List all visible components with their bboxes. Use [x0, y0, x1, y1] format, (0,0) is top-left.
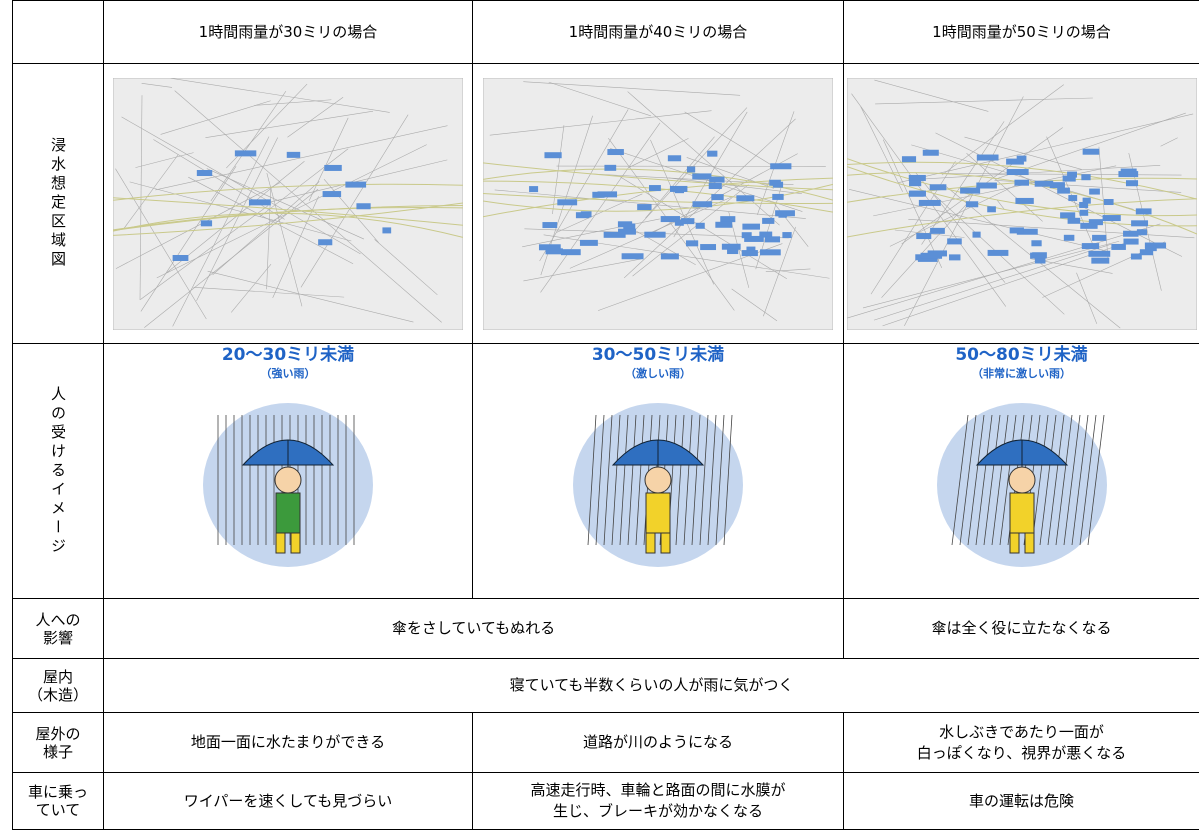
image-cell: 30～50ミリ未満 （激しい雨） — [472, 343, 844, 599]
flood-map — [846, 77, 1197, 330]
header-cell: 1時間雨量が40ミリの場合 — [472, 0, 844, 64]
map-cell — [472, 63, 844, 344]
image-cell: 20～30ミリ未満 （強い雨） — [103, 343, 473, 599]
header-row: 1時間雨量が30ミリの場合 1時間雨量が40ミリの場合 1時間雨量が50ミリの場… — [12, 0, 1199, 64]
row-label: 浸水想定区域図 — [12, 63, 104, 344]
image-row: 人の受けるイメージ 20～30ミリ未満 （強い雨） 30～50ミリ未満 （激しい雨）… — [12, 343, 1199, 599]
cell: 水しぶきであたり一面が 白っぽくなり、視界が悪くなる — [843, 712, 1199, 773]
cell: 道路が川のようになる — [472, 712, 844, 773]
rain-amount: 50～80ミリ未満 — [955, 345, 1088, 365]
label-text: 人の受けるイメージ — [49, 385, 67, 557]
rain-desc: （非常に激しい雨） — [972, 366, 1071, 380]
cell: 高速走行時、車輪と路面の間に水膜が 生じ、ブレーキが効かなくなる — [472, 772, 844, 830]
rain-desc: （激しい雨） — [625, 366, 691, 380]
cell: 地面一面に水たまりができる — [103, 712, 473, 773]
header-cell: 1時間雨量が30ミリの場合 — [103, 0, 473, 64]
outdoor-row: 屋外の 様子 地面一面に水たまりができる 道路が川のようになる 水しぶきであたり… — [12, 712, 1199, 773]
cell: 傘は全く役に立たなくなる — [843, 598, 1199, 659]
flood-map — [113, 77, 463, 330]
indoor-row: 屋内 （木造） 寝ていても半数くらいの人が雨に気がつく — [12, 658, 1199, 713]
cell: 傘をさしていてもぬれる — [103, 598, 844, 659]
label-text: 浸水想定区域図 — [49, 137, 67, 270]
effect-row: 人への 影響 傘をさしていてもぬれる 傘は全く役に立たなくなる — [12, 598, 1199, 659]
image-cell: 50～80ミリ未満 （非常に激しい雨） — [843, 343, 1199, 599]
cell: ワイパーを速くしても見づらい — [103, 772, 473, 830]
rain-amount: 30～50ミリ未満 — [591, 345, 725, 365]
cell: 寝ていても半数くらいの人が雨に気がつく — [103, 658, 1199, 713]
row-label: 屋内 （木造） — [12, 658, 104, 713]
flood-map — [483, 77, 833, 330]
rain-desc: （強い雨） — [260, 366, 316, 380]
rain-amount: 20～30ミリ未満 — [221, 345, 355, 365]
rain-illustration — [203, 403, 373, 568]
rain-illustration — [936, 403, 1107, 568]
corner — [12, 0, 104, 64]
row-label: 人への 影響 — [12, 598, 104, 659]
row-label: 屋外の 様子 — [12, 712, 104, 773]
map-row: 浸水想定区域図 — [12, 63, 1199, 344]
header-cell: 1時間雨量が50ミリの場合 — [843, 0, 1199, 64]
row-label: 車に乗っ ていて — [12, 772, 104, 830]
map-cell — [103, 63, 473, 344]
row-label: 人の受けるイメージ — [12, 343, 104, 599]
cell: 車の運転は危険 — [843, 772, 1199, 830]
car-row: 車に乗っ ていて ワイパーを速くしても見づらい 高速走行時、車輪と路面の間に水膜… — [12, 772, 1199, 830]
rain-illustration — [573, 403, 743, 568]
map-cell — [843, 63, 1199, 344]
rain-table: 1時間雨量が30ミリの場合 1時間雨量が40ミリの場合 1時間雨量が50ミリの場… — [12, 0, 1199, 830]
